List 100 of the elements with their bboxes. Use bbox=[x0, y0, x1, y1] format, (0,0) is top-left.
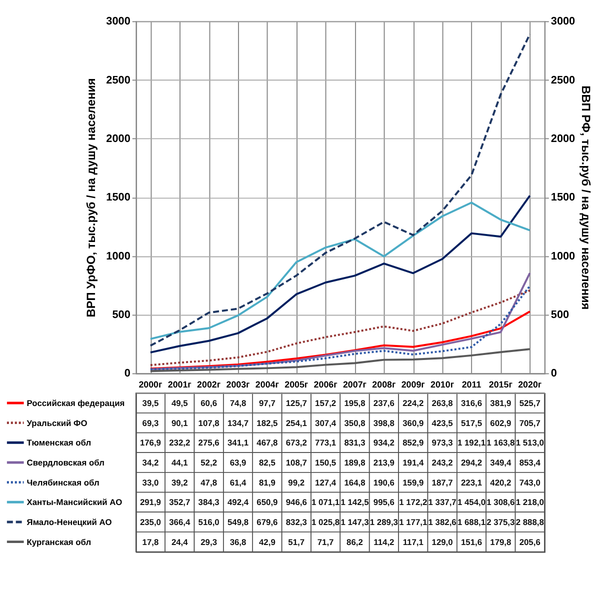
x-tick-label: 2020г bbox=[518, 380, 542, 390]
data-label: 705,7 bbox=[519, 418, 541, 428]
y-tick-label: 2500 bbox=[106, 74, 130, 86]
y-tick-label: 500 bbox=[112, 309, 130, 322]
data-label: 341,1 bbox=[227, 438, 249, 448]
data-label: 549,8 bbox=[227, 516, 249, 527]
data-label: 36,8 bbox=[230, 536, 247, 547]
data-label: 157,2 bbox=[315, 398, 336, 408]
data-label: 525,7 bbox=[519, 398, 541, 408]
data-label: 1 147,3 bbox=[340, 516, 370, 527]
data-label: 127,4 bbox=[315, 477, 336, 488]
data-label: 420,2 bbox=[490, 477, 512, 488]
data-label: 773,1 bbox=[315, 438, 336, 448]
data-label: 602,9 bbox=[490, 418, 512, 428]
y-tick-label: 2000 bbox=[106, 132, 130, 145]
data-label: 182,5 bbox=[256, 418, 278, 428]
data-label: 90,1 bbox=[171, 418, 188, 428]
data-label: 1 071,1 bbox=[312, 497, 340, 508]
data-label: 44,1 bbox=[171, 457, 188, 468]
data-label: 1 308,6 bbox=[486, 497, 516, 508]
data-label: 176,9 bbox=[140, 438, 162, 448]
data-label: 832,3 bbox=[286, 516, 308, 527]
data-label: 33,0 bbox=[142, 477, 159, 488]
y-tick-label: 1500 bbox=[106, 192, 130, 204]
legend-label: Свердловская обл bbox=[26, 457, 104, 468]
data-label: 99,2 bbox=[288, 477, 305, 488]
data-label: 150,5 bbox=[315, 457, 336, 468]
data-label: 71,7 bbox=[317, 536, 334, 547]
data-label: 946,6 bbox=[286, 497, 308, 508]
data-label: 74,8 bbox=[230, 398, 247, 408]
data-label: 831,3 bbox=[344, 438, 366, 448]
data-label: 195,8 bbox=[344, 398, 366, 408]
x-tick-label: 2011 bbox=[462, 380, 482, 390]
data-label: 673,2 bbox=[286, 438, 308, 448]
data-label: 52,2 bbox=[200, 457, 218, 468]
data-label: 29,3 bbox=[200, 536, 218, 547]
x-tick-label: 2002г bbox=[197, 380, 221, 390]
legend-label: Курганская обл bbox=[26, 536, 92, 547]
data-label: 189,8 bbox=[344, 457, 366, 468]
x-tick-label: 2008г bbox=[372, 380, 396, 390]
data-label: 187,7 bbox=[432, 477, 454, 488]
y-tick-label: 0 bbox=[124, 368, 130, 380]
data-label: 995,6 bbox=[373, 497, 395, 508]
data-label: 190,6 bbox=[373, 477, 395, 488]
data-label: 108,7 bbox=[286, 457, 308, 468]
x-tick-label: 2007г bbox=[342, 380, 367, 390]
legend-label: Уральский ФО bbox=[26, 418, 88, 428]
data-label: 205,6 bbox=[519, 536, 541, 547]
data-label: 69,3 bbox=[142, 418, 159, 428]
data-label: 366,4 bbox=[169, 516, 190, 527]
data-label: 1 163,8 bbox=[486, 438, 516, 448]
x-tick-label: 2000г bbox=[138, 380, 162, 390]
data-label: 294,2 bbox=[460, 457, 482, 468]
x-tick-label: 2010г bbox=[430, 380, 454, 390]
y-axis-title: ВРП УрФО, тыс.руб / на душу населения bbox=[84, 78, 98, 318]
data-label: 291,9 bbox=[140, 497, 162, 508]
data-label: 97,7 bbox=[259, 398, 276, 408]
data-label: 516,0 bbox=[198, 516, 220, 527]
data-label: 82,5 bbox=[259, 457, 276, 468]
line-series bbox=[149, 310, 531, 370]
data-label: 743,0 bbox=[519, 477, 541, 488]
data-label: 243,2 bbox=[432, 457, 454, 468]
data-label: 223,1 bbox=[460, 477, 482, 488]
data-label: 34,2 bbox=[142, 457, 159, 468]
data-label: 2 888,8 bbox=[516, 516, 544, 527]
data-label: 179,8 bbox=[490, 536, 512, 547]
x-tick-label: 2001г bbox=[168, 380, 192, 390]
data-label: 1 172,2 bbox=[399, 497, 428, 508]
data-label: 1 289,3 bbox=[370, 516, 398, 527]
y2-tick-label: 500 bbox=[550, 309, 570, 322]
data-label: 275,6 bbox=[198, 438, 220, 448]
data-label: 1 218,0 bbox=[516, 497, 544, 508]
data-label: 316,6 bbox=[460, 398, 482, 408]
y2-tick-label: 2500 bbox=[550, 74, 576, 86]
x-tick-label: 2003г bbox=[226, 380, 250, 390]
y2-axis-title: ВВП РФ, тыс.руб / на душу населения bbox=[579, 86, 594, 310]
data-label: 63,9 bbox=[230, 457, 247, 468]
data-label: 17,8 bbox=[142, 536, 159, 547]
data-label: 1 337,7 bbox=[428, 497, 457, 508]
x-tick-label: 2009г bbox=[401, 380, 426, 390]
data-label: 159,9 bbox=[402, 477, 424, 488]
data-label: 349,4 bbox=[490, 457, 512, 468]
data-label: 191,4 bbox=[402, 457, 424, 468]
data-label: 125,7 bbox=[286, 398, 308, 408]
legend-label: Тюменская обл bbox=[26, 438, 92, 448]
data-label: 352,7 bbox=[169, 497, 190, 508]
data-label: 164,8 bbox=[344, 477, 366, 488]
legend-label: Ханты-Мансийский АО bbox=[26, 497, 123, 508]
data-label: 1 025,8 bbox=[312, 516, 340, 527]
data-label: 934,2 bbox=[373, 438, 395, 448]
data-label: 51,7 bbox=[288, 536, 305, 547]
x-tick-label: 2004г bbox=[255, 380, 280, 390]
data-label: 650,9 bbox=[256, 497, 278, 508]
data-label: 254,1 bbox=[286, 418, 308, 428]
y-tick-label: 1000 bbox=[106, 250, 130, 262]
data-label: 1 382,6 bbox=[428, 516, 457, 527]
data-label: 852,9 bbox=[402, 438, 424, 448]
data-label: 307,4 bbox=[315, 418, 336, 428]
data-label: 423,5 bbox=[432, 418, 454, 428]
data-label: 24,4 bbox=[171, 536, 188, 547]
